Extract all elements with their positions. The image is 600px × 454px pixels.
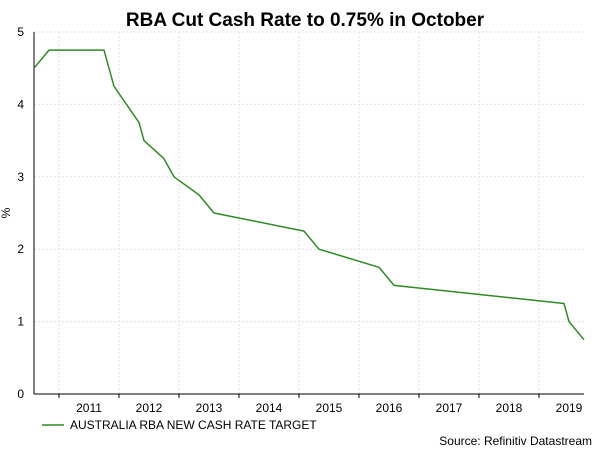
series-lines	[33, 49, 585, 341]
y-tick-label: 4	[17, 97, 24, 111]
y-axis-label: %	[0, 207, 13, 218]
gridlines	[34, 31, 584, 398]
x-tick-label: 2013	[196, 401, 223, 415]
y-tick-label: 0	[17, 387, 24, 401]
legend-label: AUSTRALIA RBA NEW CASH RATE TARGET	[70, 418, 317, 432]
x-tick-label: 2014	[256, 401, 283, 415]
y-tick-label: 5	[17, 25, 24, 39]
x-tick-label: 2012	[136, 401, 163, 415]
y-tick-label: 1	[17, 315, 24, 329]
x-tick-label: 2011	[76, 401, 102, 415]
legend: AUSTRALIA RBA NEW CASH RATE TARGET	[42, 418, 317, 432]
source-note: Source: Refinitiv Datastream	[439, 434, 592, 448]
series-line-0	[33, 49, 585, 341]
x-tick-label: 2018	[496, 401, 523, 415]
x-tick-label: 2015	[316, 401, 343, 415]
y-tick-label: 3	[17, 170, 24, 184]
axes	[33, 32, 584, 395]
y-tick-label: 2	[17, 242, 24, 256]
x-tick-label: 2019	[556, 401, 583, 415]
x-tick-label: 2016	[376, 401, 403, 415]
chart-title: RBA Cut Cash Rate to 0.75% in October	[126, 10, 485, 31]
y-tick-labels: 0 1 2 3 4 5	[17, 25, 24, 401]
x-tick-labels: 2011 2012 2013 2014 2015 2016 2017 2018 2019	[76, 401, 583, 415]
x-tick-label: 2017	[436, 401, 463, 415]
